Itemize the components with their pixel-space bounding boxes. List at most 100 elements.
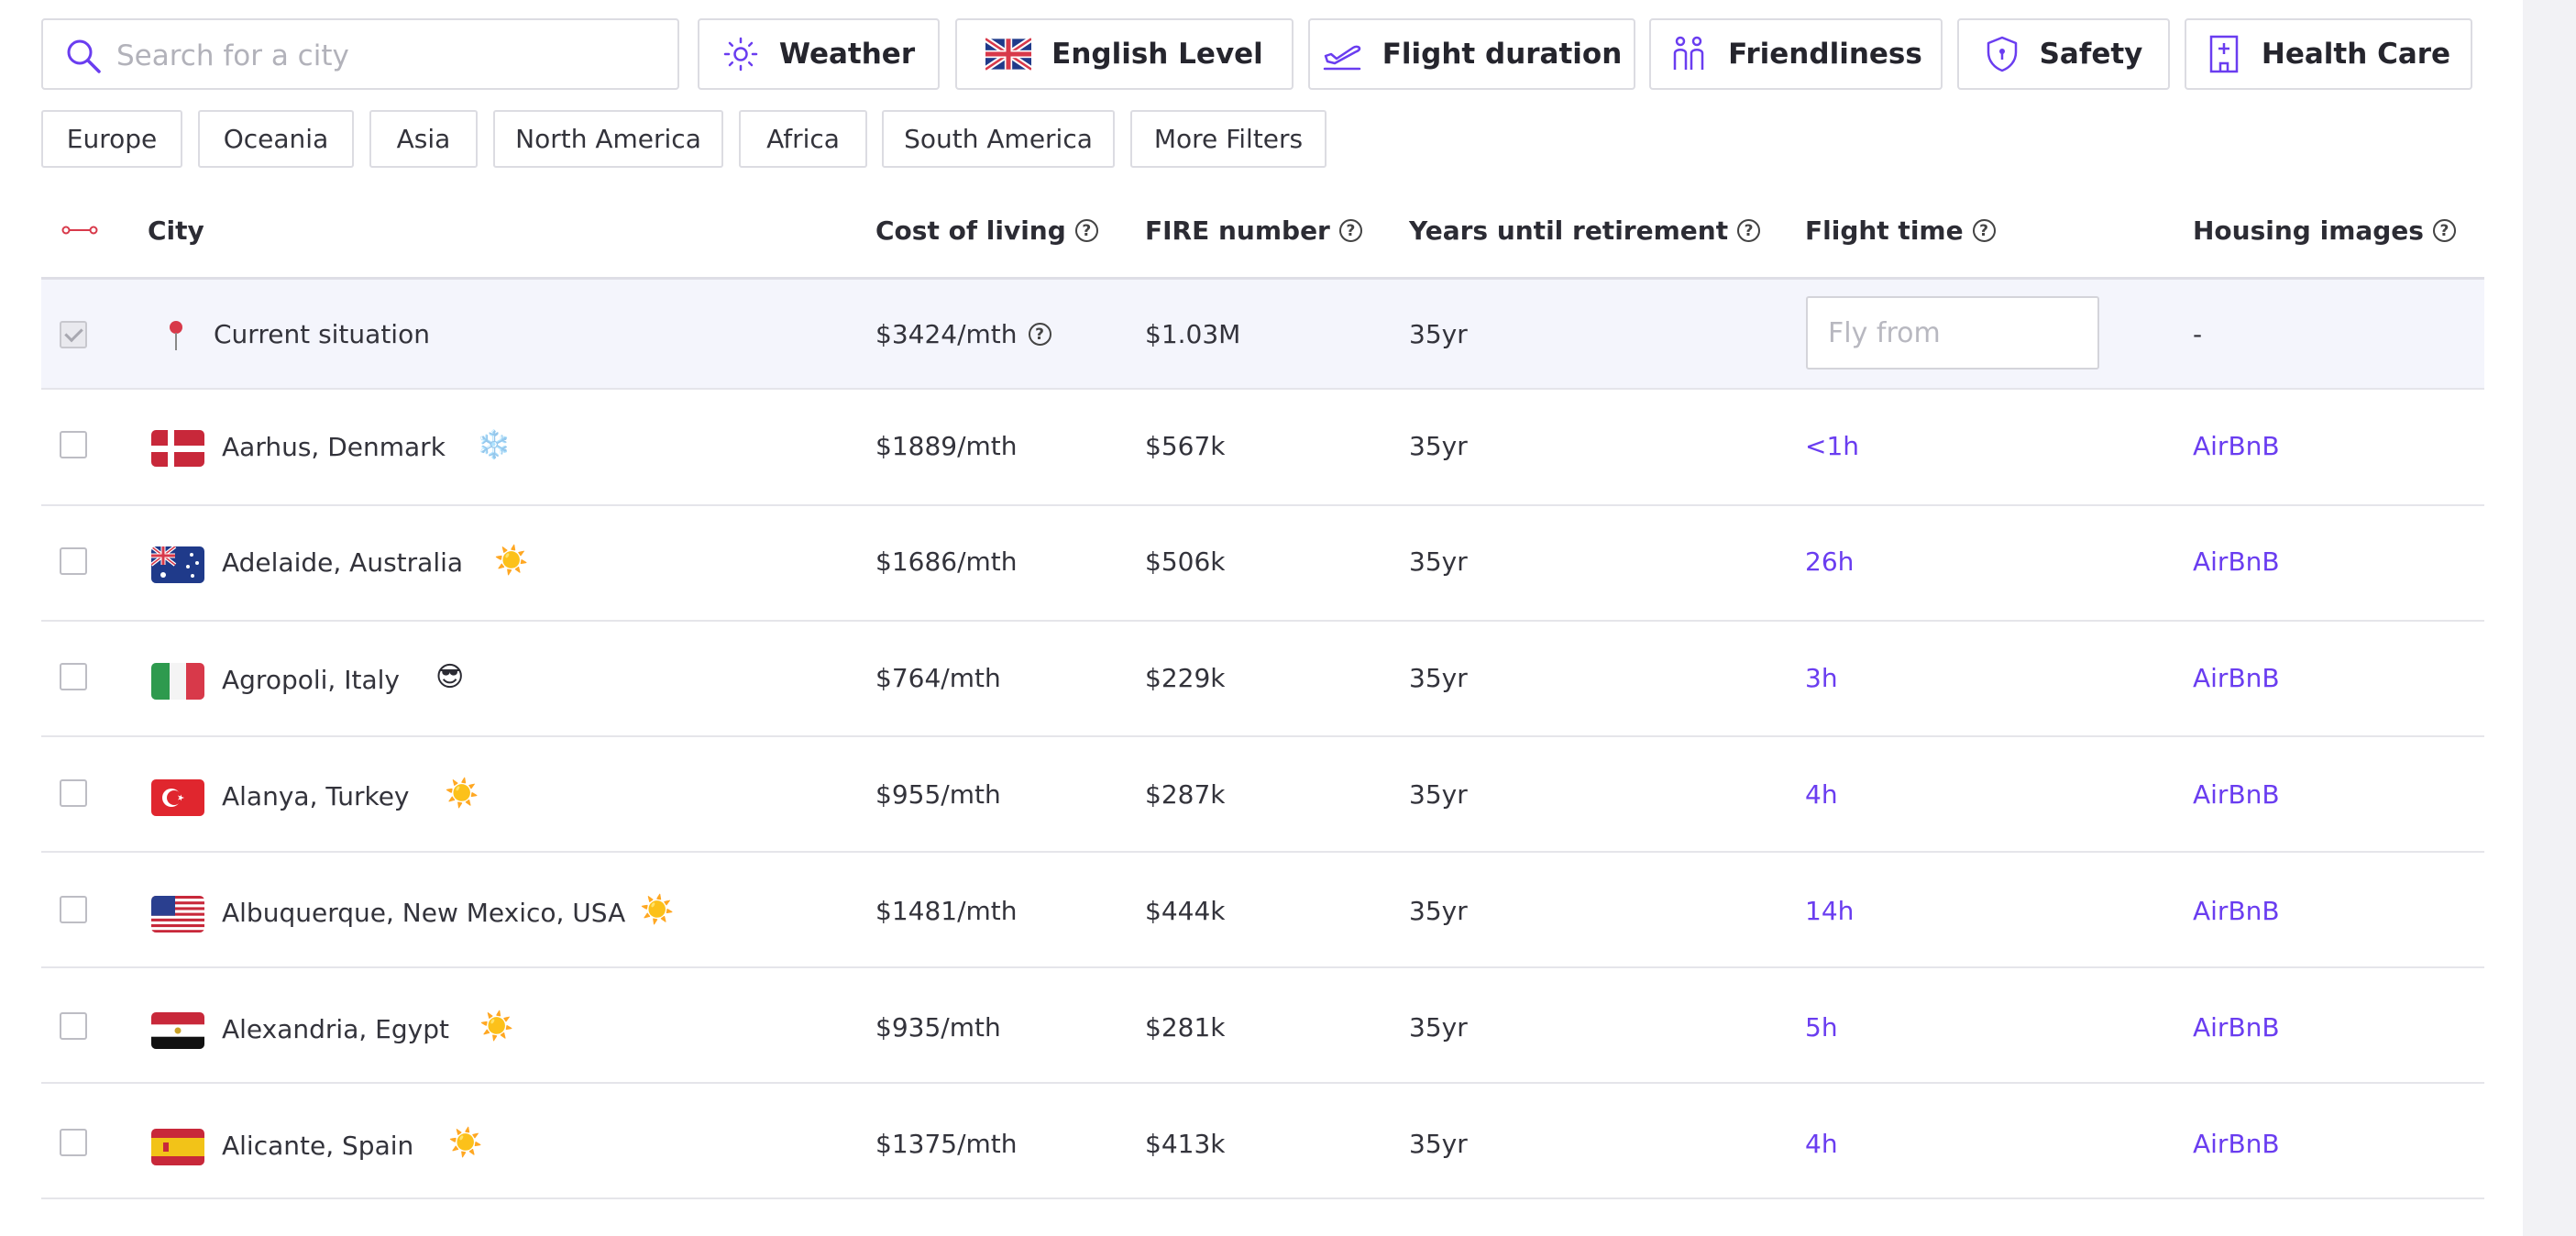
table-row[interactable]: Alanya, Turkey ☀️ $955/mth $287k 35yr 4h… [41,737,2484,853]
cost-of-living: $955/mth [875,779,1001,810]
friendliness-filter-button[interactable]: Friendliness [1649,18,1943,90]
search-box[interactable] [41,18,679,90]
fire-number: $444k [1145,896,1226,926]
spain-flag-icon [151,1129,204,1165]
airbnb-link[interactable]: AirBnB [2193,663,2280,693]
hospital-icon [2209,35,2239,73]
sun-emoji-icon: ☀️ [479,1010,514,1043]
row-checkbox[interactable] [60,663,87,690]
flight-duration-filter-label: Flight duration [1382,38,1623,71]
column-header-fire-number[interactable]: FIRE number? [1145,215,1362,246]
flight-time-link[interactable]: 14h [1805,896,1855,926]
flight-duration-filter-button[interactable]: Flight duration [1308,18,1635,90]
current-situation-checkbox[interactable] [60,321,87,348]
help-icon[interactable]: ? [1737,219,1761,242]
sunglasses-emoji-icon: 😎 [435,661,465,693]
help-icon[interactable]: ? [1972,219,1996,242]
scrollbar-track[interactable] [2523,0,2576,1236]
current-cost-value: $3424/mth [875,319,1018,349]
safety-filter-button[interactable]: Safety [1957,18,2170,90]
city-name[interactable]: Alexandria, Egypt [222,1014,449,1044]
weather-filter-button[interactable]: Weather [698,18,940,90]
sun-emoji-icon: ☀️ [445,778,479,810]
table-row[interactable]: Albuquerque, New Mexico, USA ☀️ $1481/mt… [41,853,2484,968]
help-icon[interactable]: ? [2432,219,2456,242]
more-filters-button[interactable]: More Filters [1130,110,1327,168]
region-chip-label: South America [904,124,1093,154]
compare-icon[interactable] [61,223,98,237]
flight-time-link[interactable]: 4h [1805,779,1838,810]
column-header-flight-time[interactable]: Flight time? [1805,215,1996,246]
region-chip-label: Asia [396,124,451,154]
help-icon[interactable]: ? [1028,323,1051,346]
sun-icon [723,37,758,72]
airbnb-link[interactable]: AirBnB [2193,896,2280,926]
flight-time-link[interactable]: 3h [1805,663,1838,693]
row-checkbox[interactable] [60,547,87,575]
region-chip-north-america[interactable]: North America [493,110,723,168]
friendliness-filter-label: Friendliness [1728,38,1922,71]
current-situation-label: Current situation [214,319,430,349]
fire-number: $567k [1145,431,1226,461]
health-care-filter-button[interactable]: Health Care [2185,18,2472,90]
cost-of-living: $1375/mth [875,1129,1018,1159]
airbnb-link[interactable]: AirBnB [2193,431,2280,461]
city-name[interactable]: Agropoli, Italy [222,665,400,695]
flight-time-link[interactable]: 26h [1805,546,1855,577]
column-header-cost-of-living[interactable]: Cost of living? [875,215,1098,246]
denmark-flag-icon [151,430,204,467]
shield-icon [1987,36,2017,72]
region-chip-asia[interactable]: Asia [369,110,478,168]
city-name[interactable]: Albuquerque, New Mexico, USA [222,898,626,928]
english-level-filter-button[interactable]: English Level [955,18,1294,90]
italy-flag-icon [151,663,204,700]
airbnb-link[interactable]: AirBnB [2193,1012,2280,1043]
city-name[interactable]: Aarhus, Denmark [222,432,446,462]
row-checkbox[interactable] [60,779,87,807]
fire-number: $229k [1145,663,1226,693]
column-header-label: FIRE number [1145,215,1330,246]
row-checkbox[interactable] [60,1129,87,1156]
help-icon[interactable]: ? [1338,219,1362,242]
region-chip-south-america[interactable]: South America [882,110,1115,168]
safety-filter-label: Safety [2039,38,2143,71]
row-checkbox[interactable] [60,1012,87,1040]
current-housing: - [2193,319,2203,349]
table-row[interactable]: Agropoli, Italy 😎 $764/mth $229k 35yr 3h… [41,622,2484,737]
column-header-city[interactable]: City [148,215,204,246]
sun-emoji-icon: ☀️ [494,545,529,577]
search-icon [67,39,101,73]
current-cost: $3424/mth ? [875,319,1051,349]
region-chip-europe[interactable]: Europe [41,110,182,168]
region-chip-africa[interactable]: Africa [739,110,867,168]
flight-time-link[interactable]: <1h [1805,431,1860,461]
years-until-retirement: 35yr [1409,1129,1468,1159]
flight-time-link[interactable]: 5h [1805,1012,1838,1043]
fly-from-input[interactable] [1806,296,2099,370]
city-name[interactable]: Adelaide, Australia [222,547,464,578]
table-row[interactable]: Aarhus, Denmark ❄️ $1889/mth $567k 35yr … [41,391,2484,506]
city-name[interactable]: Alanya, Turkey [222,781,410,811]
turkey-flag-icon [151,779,204,816]
region-chip-oceania[interactable]: Oceania [198,110,354,168]
help-icon[interactable]: ? [1074,219,1098,242]
column-header-label: City [148,215,204,246]
years-until-retirement: 35yr [1409,431,1468,461]
airbnb-link[interactable]: AirBnB [2193,1129,2280,1159]
egypt-flag-icon [151,1012,204,1049]
row-checkbox[interactable] [60,431,87,458]
city-name[interactable]: Alicante, Spain [222,1131,414,1161]
search-input[interactable] [115,33,659,79]
table-row[interactable]: Alicante, Spain ☀️ $1375/mth $413k 35yr … [41,1084,2484,1199]
table-row[interactable]: Alexandria, Egypt ☀️ $935/mth $281k 35yr… [41,968,2484,1084]
column-header-years-until-retirement[interactable]: Years until retirement? [1409,215,1761,246]
airbnb-link[interactable]: AirBnB [2193,546,2280,577]
row-checkbox[interactable] [60,896,87,923]
years-until-retirement: 35yr [1409,896,1468,926]
flight-time-link[interactable]: 4h [1805,1129,1838,1159]
column-header-housing-images[interactable]: Housing images? [2193,215,2456,246]
table-row[interactable]: Adelaide, Australia ☀️ $1686/mth $506k 3… [41,506,2484,622]
airbnb-link[interactable]: AirBnB [2193,779,2280,810]
weather-filter-label: Weather [778,38,916,71]
uk-flag-icon [985,38,1032,71]
